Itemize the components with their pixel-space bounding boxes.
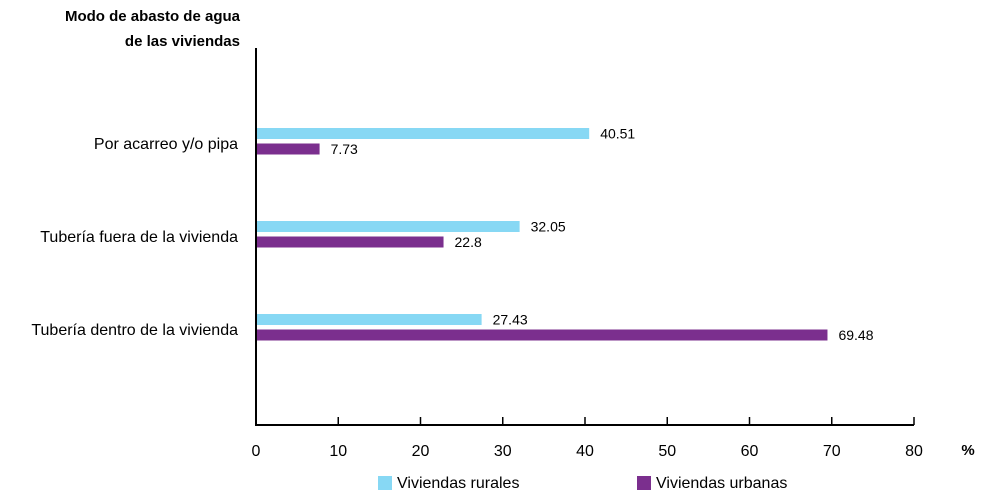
legend-label: Viviendas rurales [397,475,519,492]
data-label: 22.8 [455,234,482,250]
bar-urban [256,329,828,341]
y-axis-title-line-2: de las viviendas [125,33,240,50]
bars-group: Por acarreo y/o pipa 40.51 7.73 Tubería fue… [31,126,873,344]
x-tick-label: 70 [823,443,841,460]
x-axis-unit-label: % [961,442,974,459]
category-label: Tubería fuera de la vivienda [40,229,238,246]
x-axis-ticks: 0 10 20 30 40 50 60 70 80 [252,417,923,460]
x-tick-label: 50 [658,443,676,460]
bar-urban [256,236,444,248]
bar-urban [256,143,320,155]
bar-rural [256,221,520,232]
legend-label: Viviendas urbanas [656,475,787,492]
bar-rural [256,128,590,139]
x-tick-label: 60 [741,443,759,460]
x-tick-label: 20 [412,443,430,460]
data-label: 69.48 [838,327,873,343]
bar-rural [256,314,482,325]
x-tick-label: 80 [905,443,923,460]
x-tick-label: 30 [494,443,512,460]
x-tick-label: 40 [576,443,594,460]
legend: Viviendas rurales Viviendas urbanas [378,475,787,492]
y-axis-title-line-1: Modo de abasto de agua [65,8,241,25]
legend-swatch-urban [637,476,651,490]
category-label: Tubería dentro de la vivienda [31,322,238,339]
legend-swatch-rural [378,476,392,490]
category-label: Por acarreo y/o pipa [94,136,238,153]
data-label: 7.73 [331,141,358,157]
data-label: 27.43 [493,312,528,328]
data-label: 32.05 [531,219,566,235]
data-label: 40.51 [600,126,635,142]
x-tick-label: 10 [329,443,347,460]
y-axis-title: Modo de abasto de agua de las viviendas [65,8,241,50]
x-tick-label: 0 [252,443,261,460]
